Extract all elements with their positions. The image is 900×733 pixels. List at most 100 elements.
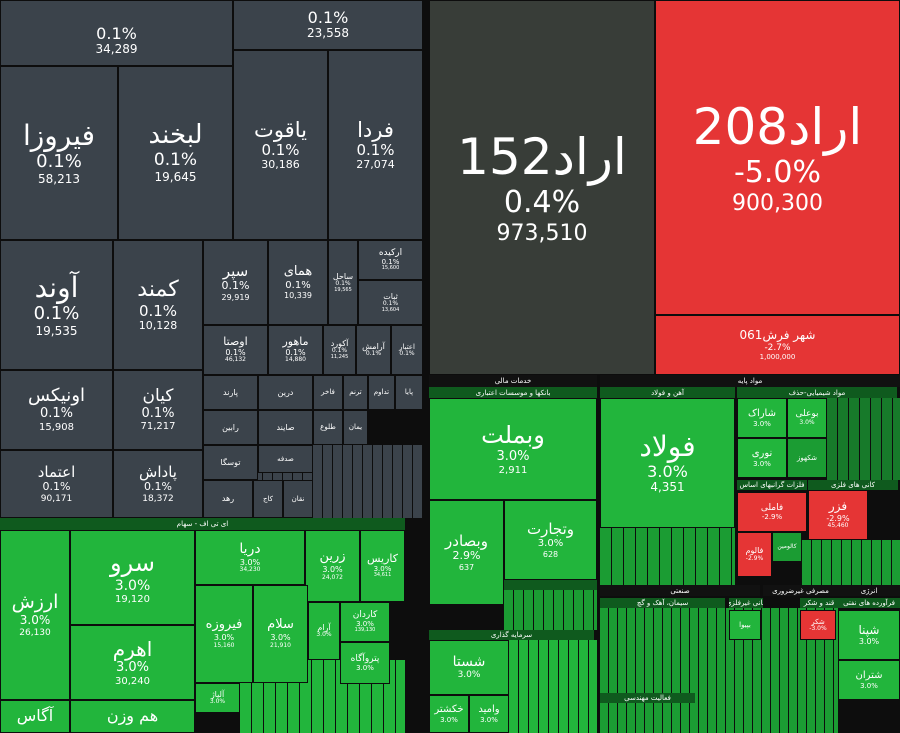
tile-symbol: دریا	[239, 541, 261, 558]
tile-vabsader[interactable]: وبصادر 2.9% 637	[429, 500, 504, 605]
tile-rahd[interactable]: رهد	[203, 480, 253, 518]
tile-fakhar[interactable]: فاخر	[313, 375, 343, 410]
tile-top-left[interactable]: 0.1% 34,289	[0, 0, 233, 66]
green-fill-area-industrial	[600, 608, 838, 733]
tile-oniks[interactable]: اونیکس 0.1% 15,908	[0, 370, 113, 450]
tile-padash[interactable]: پاداش 0.1% 18,372	[113, 450, 203, 518]
tile-zarin[interactable]: زرین 3.0% 24,072	[305, 530, 360, 602]
tile-fameli[interactable]: فاملی -2.9%	[737, 492, 807, 532]
tile-petroagah[interactable]: پتروآگاه 3.0%	[340, 642, 390, 684]
tile-ahrom[interactable]: اهرم 3.0% 30,240	[70, 625, 195, 700]
tile-symbol: آوند	[34, 270, 79, 304]
tile-paya[interactable]: پایا	[395, 375, 423, 410]
tile-top-mid[interactable]: 0.1% 23,558	[233, 0, 423, 50]
tile-change: 3.0%	[356, 620, 374, 629]
tile-tolou[interactable]: طلوع	[313, 410, 343, 445]
tile-nouri[interactable]: نوری 3.0%	[737, 438, 787, 478]
tile-symbol: پاداش	[139, 462, 177, 481]
tile-parand[interactable]: پارند	[203, 375, 258, 410]
tile-erad152[interactable]: اراد152 0.4% 973,510	[429, 0, 655, 375]
tile-sarv[interactable]: سرو 3.0% 19,120	[70, 530, 195, 625]
group-header-etf: ای تی اف - سهام	[0, 518, 405, 530]
tile-hamvazn[interactable]: هم وزن	[70, 700, 195, 733]
tile-sabat[interactable]: ثبات 0.1% 13,604	[358, 280, 423, 325]
tile-labkhand[interactable]: لبخند 0.1% 19,645	[118, 66, 233, 240]
tile-value: 15,908	[39, 422, 74, 434]
tile-value: 21,910	[270, 641, 291, 649]
tile-tarnam[interactable]: ترنم	[343, 375, 368, 410]
tile-value: 2,911	[498, 464, 528, 476]
tile-shekhoz[interactable]: شکهوز	[787, 438, 827, 478]
tile-ousta[interactable]: اوصتا 0.1% 46,132	[203, 325, 268, 375]
tile-shekar[interactable]: شکر -3.0%	[800, 610, 836, 640]
tile-firouze[interactable]: فیروزه 3.0% 15,160	[195, 585, 253, 683]
tile-vamid[interactable]: وامید 3.0%	[469, 695, 509, 733]
tile-falam[interactable]: فالوم -2.9%	[737, 532, 772, 577]
tile-foulad[interactable]: فولاد 3.0% 4,351	[600, 398, 735, 528]
tile-shina[interactable]: شپنا 3.0%	[838, 610, 900, 660]
tile-sepor[interactable]: سپر 0.1% 29,919	[203, 240, 268, 325]
tile-salam[interactable]: سلام 3.0% 21,910	[253, 585, 308, 683]
tile-fazar[interactable]: فزر -2.9% 45,460	[808, 490, 868, 540]
tile-symbol: شپنا	[858, 622, 880, 637]
tile-arkide[interactable]: ارکیده 0.1% 15,600	[358, 240, 423, 280]
green-fill-area-chem	[827, 398, 900, 480]
tile-kalomin[interactable]: کالومین	[772, 532, 802, 562]
tile-kian[interactable]: کیان 0.1% 71,217	[113, 370, 203, 450]
tile-kamand[interactable]: کمند 0.1% 10,128	[113, 240, 203, 370]
tile-change: 0.1%	[138, 301, 178, 320]
tile-symbol: شکر	[811, 617, 825, 626]
tile-farda[interactable]: فردا 0.1% 27,074	[328, 50, 423, 240]
tile-firouza[interactable]: فیروزا 0.1% 58,213	[0, 66, 118, 240]
tile-mahour[interactable]: ماهور 0.1% 14,880	[268, 325, 323, 375]
tile-aliz[interactable]: آلیاژ 3.0%	[195, 683, 240, 713]
tile-symbol: کاریس	[367, 551, 398, 565]
tile-vabemellat[interactable]: وبملت 3.0% 2,911	[429, 398, 597, 500]
tile-tousga[interactable]: توسگا	[203, 445, 258, 480]
tile-change: 3.0%	[213, 633, 235, 643]
group-header-sugar: قند و شکر	[800, 598, 838, 608]
tile-vatejarat[interactable]: وتجارت 3.0% 628	[504, 500, 597, 580]
tile-sayand[interactable]: صایند	[258, 410, 313, 445]
tile-arzesh[interactable]: ارزش 3.0% 26,130	[0, 530, 70, 700]
tile-tadavom[interactable]: تداوم	[368, 375, 395, 410]
tile-value: 900,300	[732, 190, 823, 216]
tile-aram[interactable]: آرام 3.0%	[308, 602, 340, 660]
tile-change: 0.1%	[356, 141, 395, 160]
tile-darin[interactable]: درین	[258, 375, 313, 410]
tile-value: 29,919	[221, 292, 250, 302]
group-header-steel: آهن و فولاد	[600, 387, 735, 398]
tile-shatran[interactable]: شتران 3.0%	[838, 660, 900, 700]
tile-bouali[interactable]: بوعلی 3.0%	[787, 398, 827, 438]
tile-karis[interactable]: کاریس 3.0% 34,611	[360, 530, 405, 602]
tile-yaghut[interactable]: یاقوت 0.1% 30,186	[233, 50, 328, 240]
tile-kardan[interactable]: کاردان 3.0% 139,130	[340, 602, 390, 642]
tile-shahr-farsh[interactable]: شهر فرش061 -2.7% 1,000,000	[655, 315, 900, 375]
tile-vakharkosh[interactable]: خکشتر 3.0%	[429, 695, 469, 733]
tile-symbol: اهرم	[112, 636, 153, 661]
tile-rabin[interactable]: رابین	[203, 410, 258, 445]
tile-etemad[interactable]: اعتماد 0.1% 90,171	[0, 450, 113, 518]
tile-homay[interactable]: همای 0.1% 10,339	[268, 240, 328, 325]
tile-bipa[interactable]: بپیوا	[729, 610, 761, 640]
tile-change: -2.7%	[764, 342, 791, 353]
tile-agas[interactable]: آگاس	[0, 700, 70, 733]
tile-aramesh[interactable]: آرامش 0.1%	[356, 325, 391, 375]
tile-change: 3.0%	[753, 419, 771, 428]
tile-symbol: وتجارت	[526, 520, 575, 539]
tile-akord[interactable]: آکورد 0.1% 11,245	[323, 325, 356, 375]
tile-sadaf[interactable]: صدفه	[258, 445, 313, 473]
tile-sharak[interactable]: شاراک 3.0%	[737, 398, 787, 438]
tile-yaman[interactable]: یمان	[343, 410, 368, 445]
tile-naghan[interactable]: نقان	[283, 480, 313, 518]
tile-kaj[interactable]: کاج	[253, 480, 283, 518]
tile-symbol: ثبات	[383, 291, 398, 301]
tile-darya[interactable]: دریا 3.0% 34,230	[195, 530, 305, 585]
tile-shasta[interactable]: شستا 3.0%	[429, 640, 509, 695]
tile-etebar[interactable]: اعتبار 0.1%	[391, 325, 423, 375]
tile-sahel[interactable]: ساحل 0.1% 19,565	[328, 240, 358, 325]
tile-erad208[interactable]: اراد208 -5.0% 900,300	[655, 0, 900, 315]
tile-avand[interactable]: آوند 0.1% 19,535	[0, 240, 113, 370]
group-header-engineering: فعالیت مهندسی	[600, 693, 695, 703]
tile-change: 0.1%	[42, 480, 71, 494]
